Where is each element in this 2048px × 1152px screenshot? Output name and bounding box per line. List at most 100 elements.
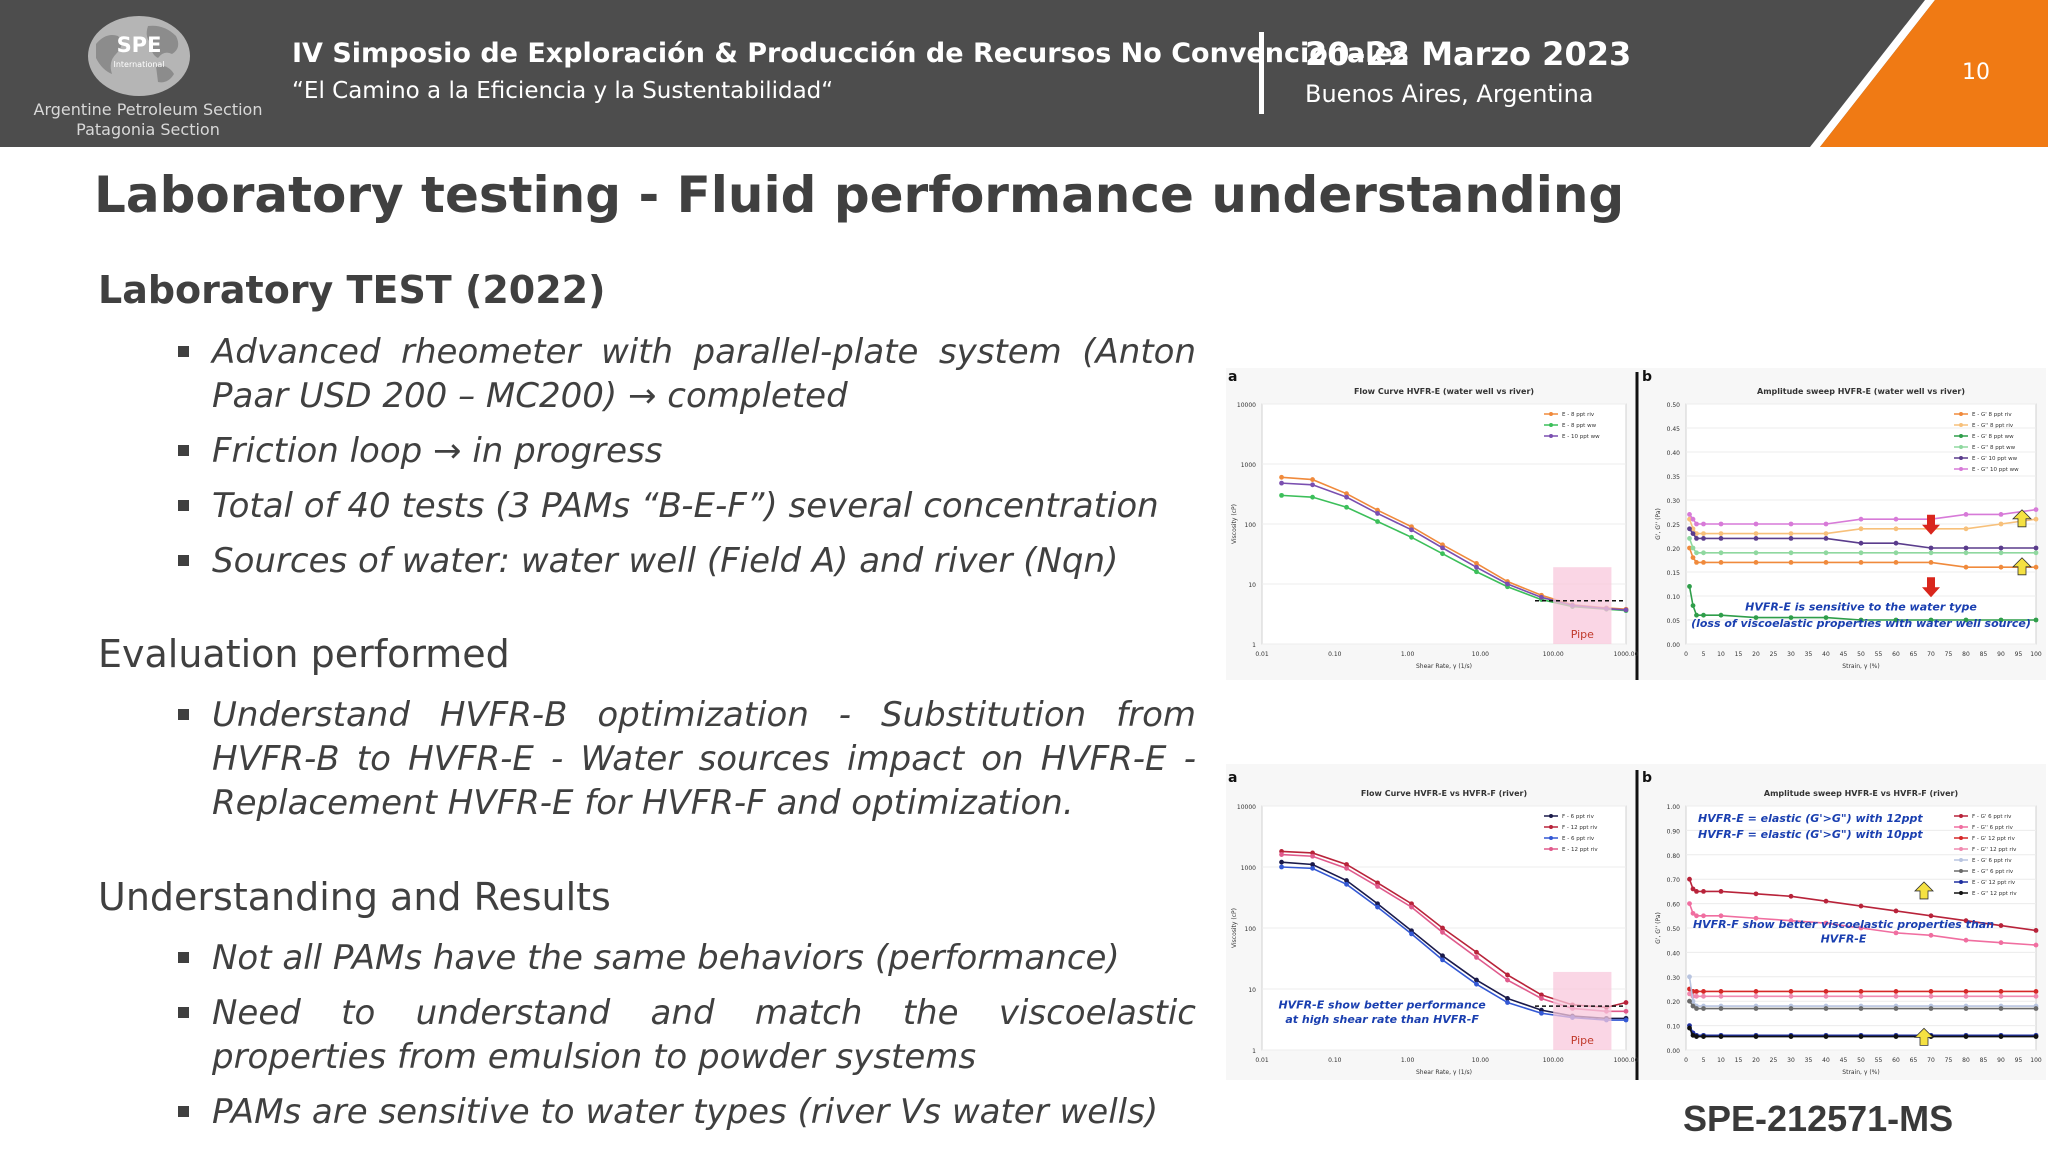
data-point <box>1694 612 1699 618</box>
data-point <box>1963 550 1969 556</box>
data-point <box>1893 993 1899 999</box>
data-point <box>2033 550 2039 556</box>
data-point <box>2033 993 2039 999</box>
data-point <box>1963 993 1969 999</box>
data-point <box>1687 516 1692 522</box>
data-point <box>1963 937 1969 943</box>
data-point <box>1694 550 1699 556</box>
x-tick-label: 0 <box>1684 651 1688 658</box>
legend-label: F - 12 ppt riv <box>1562 825 1598 831</box>
x-tick-label: 5 <box>1702 1057 1706 1064</box>
bullet-item: Understand HVFR-B optimization - Substit… <box>172 693 1196 825</box>
panel-letter-a: a <box>1228 369 1237 385</box>
evaluation-bullets: Understand HVFR-B optimization - Substit… <box>172 693 1196 836</box>
yellow-arrow-icon <box>1914 1027 1934 1046</box>
data-point <box>1409 931 1414 937</box>
data-point <box>1788 993 1794 999</box>
x-tick-label: 100.00 <box>1543 1057 1564 1064</box>
legend-label: F - 6 ppt riv <box>1562 814 1595 820</box>
x-tick-label: 85 <box>1980 1057 1988 1064</box>
data-point <box>1718 889 1724 894</box>
data-point <box>1893 550 1899 556</box>
data-point <box>1279 480 1284 486</box>
data-point <box>1344 862 1349 867</box>
data-point <box>1823 531 1829 536</box>
y-tick-label: 0.70 <box>1667 877 1681 884</box>
header-bar: SPE International Argentine Petroleum Se… <box>0 0 2048 147</box>
data-point <box>1893 540 1899 546</box>
data-point <box>1753 1034 1759 1039</box>
data-point <box>1279 852 1284 857</box>
conference-place: Buenos Aires, Argentina <box>1305 80 1594 108</box>
data-point <box>1788 536 1794 541</box>
y-tick-label: 0.50 <box>1667 402 1681 409</box>
data-point <box>1279 492 1284 498</box>
y-tick-label: 0.20 <box>1667 546 1681 553</box>
page-number: 10 <box>1962 60 1990 85</box>
data-point <box>1788 918 1794 924</box>
data-point <box>1701 913 1706 919</box>
data-point <box>1823 1034 1829 1039</box>
x-tick-label: 80 <box>1962 651 1970 658</box>
data-point <box>1753 521 1759 527</box>
data-point <box>1375 904 1380 910</box>
data-point <box>2033 928 2039 933</box>
svg-text:International: International <box>113 60 164 69</box>
right-x-axis-label: Strain, γ (%) <box>1842 1069 1879 1076</box>
legend-marker <box>1549 825 1553 829</box>
x-tick-label: 75 <box>1945 1057 1953 1064</box>
x-tick-label: 30 <box>1787 1057 1795 1064</box>
x-tick-label: 1000.00 <box>1614 1057 1639 1064</box>
right-chart-title: Amplitude sweep HVFR-E (water well vs ri… <box>1757 387 1965 396</box>
data-point <box>1718 521 1724 527</box>
pipe-label: Pipe <box>1571 1034 1594 1047</box>
x-tick-label: 35 <box>1805 651 1813 658</box>
data-point <box>1963 918 1969 924</box>
data-point <box>1474 564 1479 570</box>
legend-label: E - G'' 10 ppt ww <box>1972 467 2019 473</box>
data-point <box>1375 884 1380 889</box>
data-point <box>1753 560 1759 565</box>
data-point <box>1690 603 1696 608</box>
panel-letter-a: a <box>1228 770 1237 786</box>
red-arrow-icon <box>1922 514 1940 535</box>
data-point <box>1893 526 1899 532</box>
data-point <box>1823 536 1829 541</box>
y-tick-label: 100 <box>1245 926 1257 933</box>
y-tick-label: 0.80 <box>1667 853 1681 860</box>
data-point <box>1963 989 1969 994</box>
legend-label: E - G'' 12 ppt riv <box>1972 891 2017 897</box>
y-tick-label: 1000 <box>1241 462 1256 469</box>
data-point <box>1690 910 1696 916</box>
data-point <box>1753 615 1759 620</box>
data-point <box>1858 550 1864 556</box>
data-point <box>1858 540 1864 546</box>
data-point <box>1310 853 1315 859</box>
data-point <box>1718 993 1724 999</box>
data-point <box>1718 536 1724 541</box>
data-point <box>1893 989 1899 994</box>
data-point <box>1998 1034 2004 1039</box>
data-point <box>1823 920 1829 926</box>
legend-label: E - G' 10 ppt ww <box>1972 456 2018 462</box>
data-point <box>2033 1006 2039 1011</box>
data-point <box>1375 511 1380 516</box>
x-tick-label: 65 <box>1910 651 1918 658</box>
data-point <box>1701 889 1706 894</box>
y-tick-label: 0.50 <box>1667 926 1681 933</box>
data-point <box>1440 953 1445 959</box>
data-point <box>1623 1000 1629 1005</box>
data-point <box>1963 1006 1969 1011</box>
data-point <box>1893 1006 1899 1011</box>
section-heading-evaluation: Evaluation performed <box>98 632 510 676</box>
data-point <box>1409 904 1414 910</box>
conference-dates: 20–22 Marzo 2023 <box>1305 35 1632 73</box>
pipe-region <box>1553 971 1612 1050</box>
data-point <box>1344 865 1349 871</box>
annotation-text: HVFR-F show better viscoelastic properti… <box>1693 918 1994 931</box>
data-point <box>2033 507 2039 512</box>
data-point <box>1690 516 1696 522</box>
data-point <box>1539 992 1544 998</box>
data-point <box>1701 536 1706 541</box>
